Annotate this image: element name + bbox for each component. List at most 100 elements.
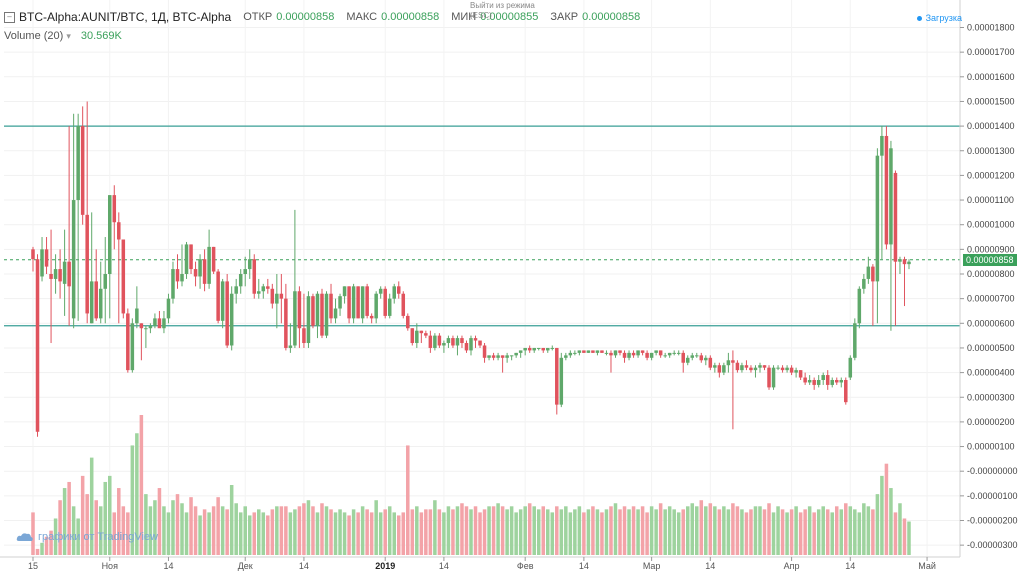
candle-body bbox=[613, 350, 618, 356]
candle-body bbox=[89, 281, 94, 324]
volume-bar bbox=[293, 509, 297, 555]
candle-body bbox=[347, 286, 351, 319]
candle-body bbox=[202, 259, 207, 284]
candle bbox=[491, 352, 496, 361]
candle-body bbox=[469, 338, 473, 351]
volume-bar bbox=[94, 500, 98, 555]
volume-bar bbox=[193, 506, 198, 555]
volume-bar bbox=[500, 506, 505, 555]
candle-body bbox=[884, 135, 889, 245]
candle-body bbox=[803, 377, 807, 383]
volume-legend: Volume (20) ▾ 30.569K bbox=[4, 30, 122, 42]
candle-body bbox=[153, 318, 157, 326]
candle bbox=[338, 293, 342, 316]
candle bbox=[139, 323, 144, 361]
candle-body bbox=[871, 266, 875, 282]
volume-bar bbox=[749, 509, 753, 555]
candle bbox=[428, 330, 433, 353]
candle-body bbox=[329, 293, 333, 319]
volume-bar bbox=[848, 506, 853, 555]
x-tick-label: 14 bbox=[579, 561, 589, 571]
volume-bar bbox=[857, 512, 862, 555]
candle bbox=[536, 347, 541, 351]
candle-body bbox=[243, 269, 247, 274]
candle-body bbox=[496, 355, 500, 358]
candle bbox=[798, 370, 803, 380]
candle-body bbox=[735, 362, 740, 371]
volume-bar bbox=[284, 506, 288, 555]
candle bbox=[663, 352, 667, 358]
collapse-icon[interactable]: – bbox=[4, 11, 15, 23]
volume-name[interactable]: Volume (20) bbox=[4, 30, 64, 42]
candle-body bbox=[266, 286, 270, 289]
candle bbox=[907, 259, 911, 270]
volume-bar bbox=[153, 500, 157, 555]
volume-bar bbox=[740, 509, 744, 555]
volume-bar bbox=[157, 488, 162, 555]
volume-bar bbox=[681, 509, 685, 555]
candle-body bbox=[649, 352, 654, 358]
candle-body bbox=[717, 365, 722, 373]
candle bbox=[374, 291, 378, 324]
volume-bar bbox=[536, 509, 541, 555]
volume-bar bbox=[428, 509, 433, 555]
candle bbox=[622, 350, 627, 363]
candle bbox=[288, 323, 293, 353]
volume-bar bbox=[532, 506, 536, 555]
volume-bar bbox=[627, 509, 631, 555]
volume-bar bbox=[71, 506, 76, 555]
candle bbox=[807, 375, 812, 385]
candle-body bbox=[853, 323, 857, 358]
tradingview-watermark[interactable]: графики от TradingView bbox=[16, 531, 158, 543]
candle bbox=[166, 293, 171, 324]
candle-body bbox=[771, 367, 776, 388]
volume-bar bbox=[509, 506, 514, 555]
volume-bar bbox=[180, 503, 184, 555]
candle bbox=[243, 256, 247, 287]
time-axis[interactable]: 15 Ноя 14 Дек 14 2019 14 Фев 14 Мар 14 Апр 14 Май bbox=[0, 556, 960, 571]
candle-body bbox=[130, 323, 135, 371]
candle bbox=[713, 362, 717, 373]
candle bbox=[880, 126, 884, 260]
volume-bar bbox=[622, 506, 627, 555]
candle-body bbox=[180, 274, 184, 282]
loading-text: Загрузка bbox=[925, 13, 962, 23]
volume-bar bbox=[392, 512, 396, 555]
chevron-down-icon[interactable]: ▾ bbox=[66, 31, 71, 41]
candle-body bbox=[776, 367, 780, 369]
low-value: 0.00000855 bbox=[480, 11, 539, 23]
candle bbox=[830, 377, 834, 388]
candle bbox=[717, 362, 722, 378]
candle bbox=[207, 229, 211, 289]
volume-bar bbox=[396, 515, 401, 555]
candle bbox=[464, 340, 469, 353]
candle-body bbox=[631, 352, 636, 356]
y-tick-label: 0.00001800 bbox=[967, 23, 1015, 33]
candle bbox=[220, 278, 225, 329]
volume-bar bbox=[135, 433, 139, 555]
candle-body bbox=[844, 379, 848, 403]
loading-dot-icon bbox=[916, 16, 922, 22]
volume-bar bbox=[844, 503, 848, 555]
candle bbox=[532, 347, 536, 353]
candlesticks bbox=[31, 101, 911, 437]
candle bbox=[98, 261, 103, 324]
candle-body bbox=[889, 148, 893, 245]
volume-bar bbox=[189, 497, 193, 555]
volume-bar bbox=[225, 509, 229, 555]
candle-body bbox=[302, 328, 306, 344]
candle-body bbox=[80, 126, 85, 215]
symbol-title[interactable]: BTC-Alpha:AUNIT/BTC, 1Д, BTC-Alpha bbox=[19, 10, 232, 24]
volume-bar bbox=[464, 506, 469, 555]
volume-bar bbox=[311, 506, 315, 555]
horizontal-lines[interactable] bbox=[4, 125, 960, 327]
volume-bar bbox=[360, 506, 365, 555]
candle-body bbox=[532, 347, 536, 351]
candle bbox=[442, 340, 446, 353]
candle-body bbox=[428, 335, 433, 348]
candle bbox=[649, 352, 654, 361]
candle bbox=[509, 355, 514, 361]
volume-bar bbox=[812, 512, 816, 555]
price-axis[interactable]: 0.00001800 0.00001700 0.00001600 0.00001500… bbox=[959, 0, 1018, 557]
